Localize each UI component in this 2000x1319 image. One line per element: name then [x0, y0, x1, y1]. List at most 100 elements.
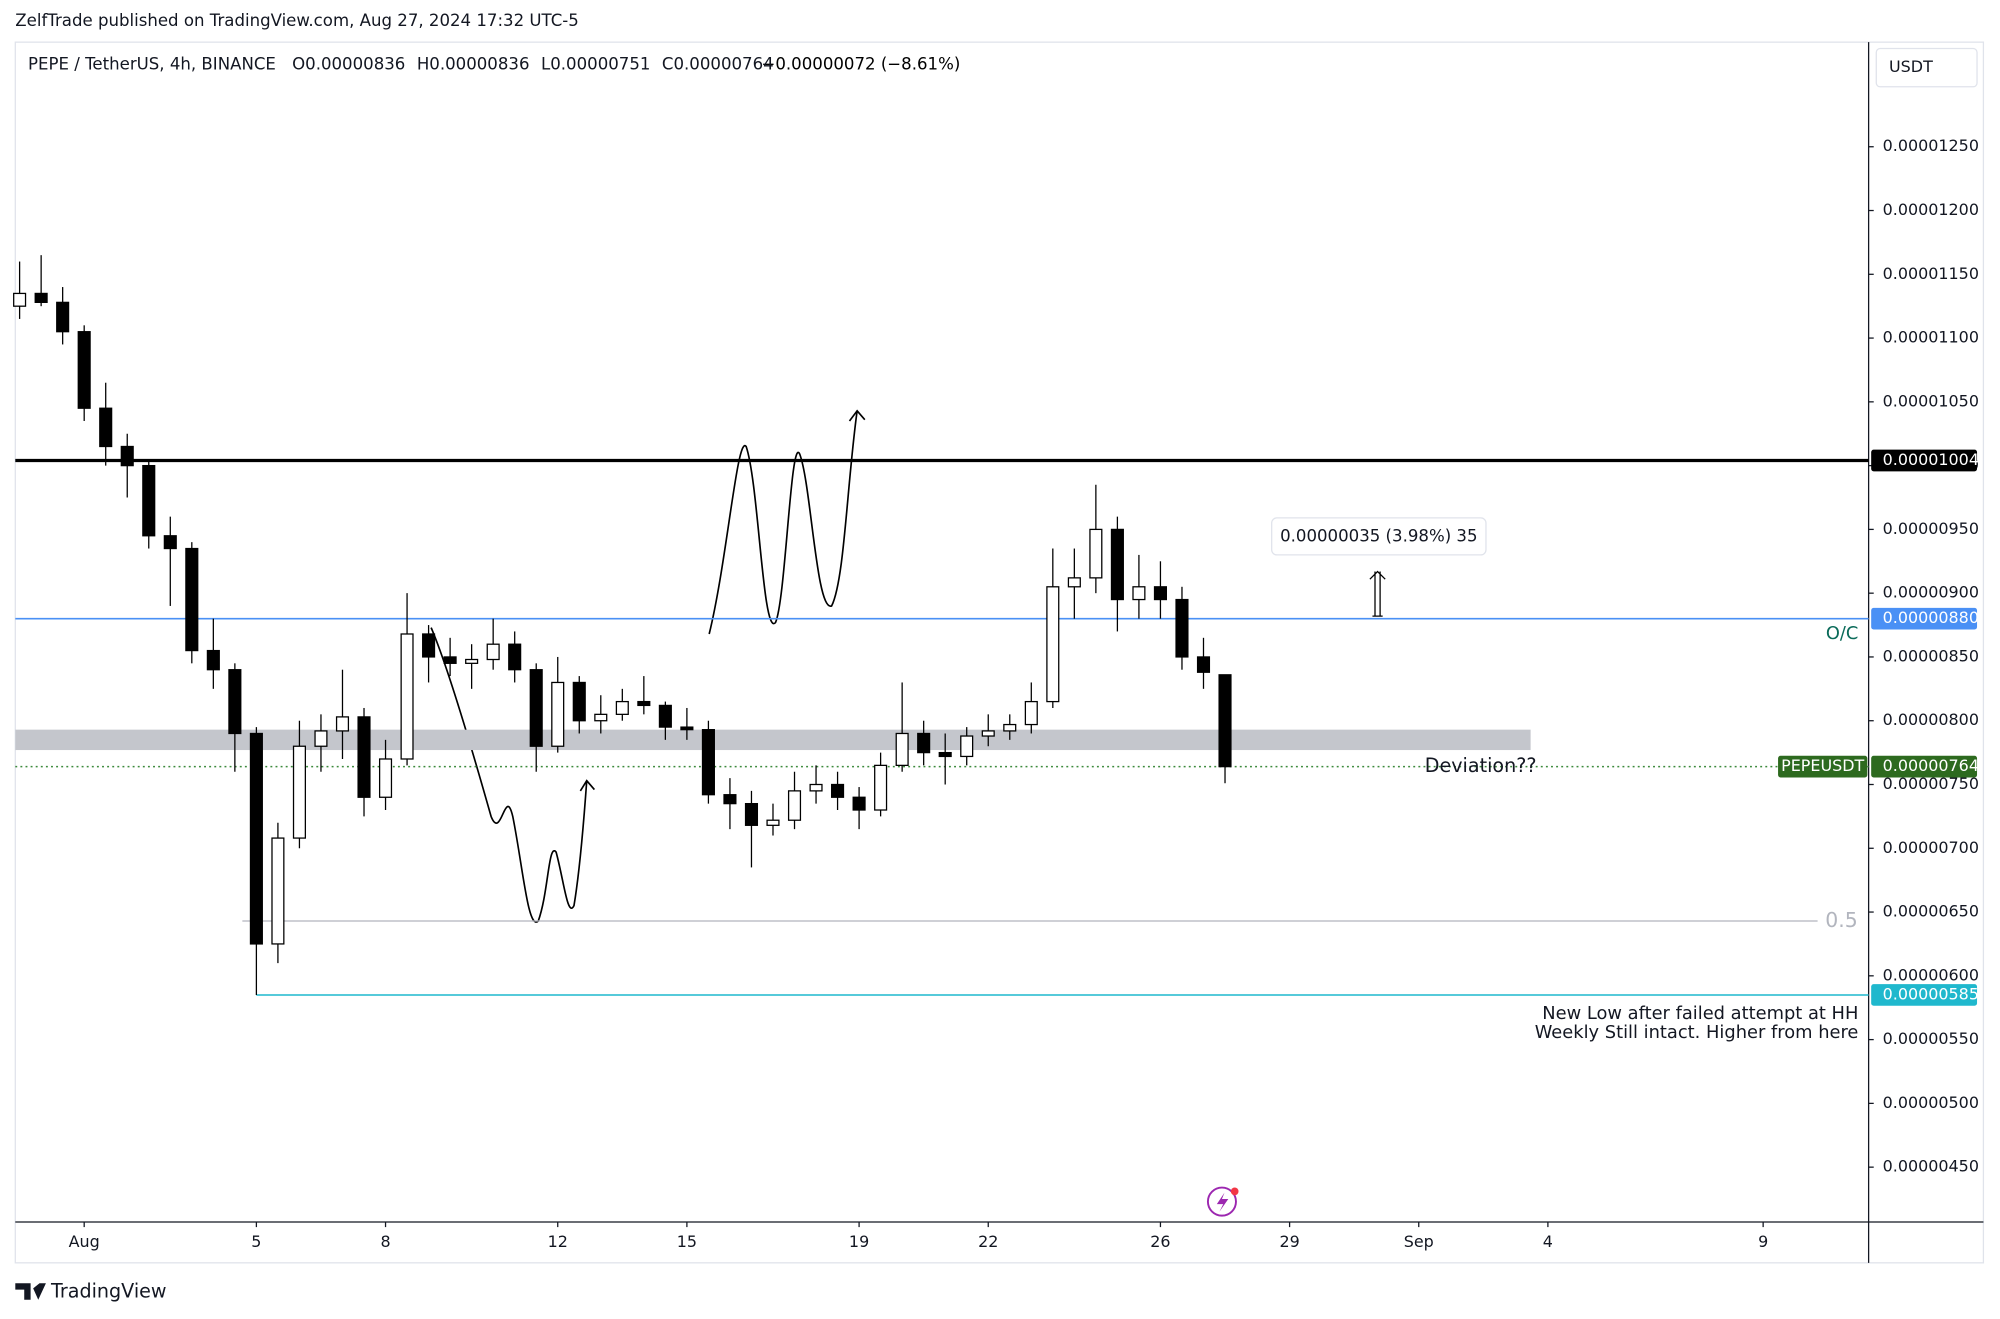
- symbol: PEPE / TetherUS, 4h, BINANCE: [28, 55, 276, 74]
- y-tick-label: 0.00000900: [1883, 583, 1979, 602]
- candle-body: [443, 656, 457, 664]
- level-badge: [1871, 607, 1978, 630]
- x-tick-label: 4: [1543, 1232, 1553, 1251]
- zone: [15, 729, 1531, 751]
- level-label: 0.00000764: [1883, 756, 1979, 775]
- drawn-path: [708, 409, 866, 635]
- symbol-badge: [1778, 755, 1868, 778]
- annotation: O/C: [1826, 623, 1859, 644]
- candle-body: [744, 802, 759, 826]
- candle-body: [163, 535, 177, 550]
- candle-body: [185, 547, 199, 652]
- candle-body: [1196, 656, 1211, 673]
- y-tick-label: 0.00000600: [1883, 965, 1979, 984]
- ohlc-value: 0.00000764: [673, 55, 773, 74]
- drawn-path: [430, 627, 596, 923]
- candle-body: [960, 735, 974, 758]
- candle-body: [981, 730, 995, 737]
- y-tick-label: 0.00000950: [1883, 519, 1979, 538]
- candle-body: [1153, 586, 1168, 601]
- measure-label: 0.00000035 (3.98%) 35: [1280, 527, 1477, 546]
- level-label: 0.00000880: [1883, 608, 1979, 627]
- ohlc-letter: C: [662, 55, 674, 74]
- y-tick-label: 0.00000800: [1883, 710, 1979, 729]
- candle-body: [249, 732, 263, 945]
- candle-body: [1175, 598, 1189, 658]
- ohlc-letter: O: [292, 55, 305, 74]
- candle-body: [917, 732, 931, 754]
- candle-body: [292, 745, 306, 839]
- currency-box[interactable]: [1875, 47, 1978, 88]
- candle-body: [766, 819, 780, 826]
- candle-body: [56, 301, 70, 333]
- x-tick-label: 12: [548, 1232, 568, 1251]
- candle-body: [142, 464, 156, 537]
- fib-label: 0.5: [1825, 908, 1857, 932]
- candle-body: [378, 758, 393, 798]
- y-tick-label: 0.00000850: [1883, 646, 1979, 665]
- candle-body: [1003, 723, 1017, 732]
- candle-body: [422, 633, 436, 658]
- candle-body: [1089, 528, 1103, 579]
- level-badge: [1871, 449, 1978, 472]
- candle-body: [723, 794, 737, 805]
- candle-body: [1218, 674, 1232, 768]
- tv-logo: [15, 1283, 46, 1300]
- x-tick-label: 26: [1150, 1232, 1170, 1251]
- ohlc-letter: L: [541, 55, 551, 74]
- candle-body: [551, 681, 565, 747]
- annotation: Weekly Still intact. Higher from here: [1535, 1022, 1859, 1043]
- y-tick-label: 0.00000650: [1883, 902, 1979, 921]
- candle-body: [1024, 700, 1038, 726]
- candle-body: [787, 790, 802, 821]
- candle-body: [486, 643, 500, 661]
- x-tick-label: 15: [677, 1232, 697, 1251]
- y-tick-label: 0.00001200: [1883, 200, 1979, 219]
- candle-body: [1046, 586, 1060, 703]
- ohlc-value: 0.00000836: [305, 55, 405, 74]
- candle-body: [271, 837, 285, 945]
- ohlc-value: 0.00000836: [429, 55, 529, 74]
- lightning-icon[interactable]: [1206, 1186, 1239, 1217]
- brand: TradingView: [50, 1280, 167, 1303]
- annotation: Deviation??: [1425, 754, 1537, 777]
- published: ZelfTrade published on TradingView.com, …: [15, 11, 579, 30]
- candle-body: [357, 716, 371, 798]
- candle-body: [99, 407, 113, 448]
- candle-body: [529, 669, 543, 747]
- candle-body: [1067, 577, 1081, 588]
- measure-arrow: [1369, 570, 1386, 617]
- candle-body: [1110, 528, 1124, 601]
- y-tick-label: 0.00000750: [1883, 774, 1979, 793]
- change: −0.00000072 (−8.61%): [761, 55, 960, 74]
- ohlc-value: 0.00000751: [550, 55, 650, 74]
- x-tick-label: 22: [978, 1232, 998, 1251]
- candle-body: [77, 331, 91, 409]
- x-tick-label: 19: [849, 1232, 869, 1251]
- candle-body: [400, 633, 414, 760]
- y-tick-label: 0.00000450: [1883, 1157, 1979, 1176]
- level-badge: [1871, 755, 1978, 778]
- candle-body: [852, 796, 866, 811]
- x-tick-label: 5: [251, 1232, 261, 1251]
- candle-body: [658, 704, 672, 728]
- candle-body: [831, 783, 845, 798]
- y-tick-label: 0.00000500: [1883, 1093, 1979, 1112]
- candle-body: [680, 726, 694, 731]
- candle-body: [120, 445, 134, 467]
- candle-body: [465, 658, 479, 664]
- symbol-label: PEPEUSDT: [1781, 756, 1864, 775]
- ohlc-letter: H: [417, 55, 429, 74]
- candle-body: [1132, 586, 1146, 601]
- candle-body: [895, 732, 909, 767]
- y-tick-label: 0.00001150: [1883, 264, 1979, 283]
- x-tick-label: 29: [1279, 1232, 1299, 1251]
- y-tick-label: 0.00000550: [1883, 1029, 1979, 1048]
- x-tick-label: 9: [1758, 1232, 1768, 1251]
- candle-body: [594, 713, 608, 722]
- candle-body: [572, 681, 586, 722]
- level-label: 0.00001004: [1883, 450, 1979, 469]
